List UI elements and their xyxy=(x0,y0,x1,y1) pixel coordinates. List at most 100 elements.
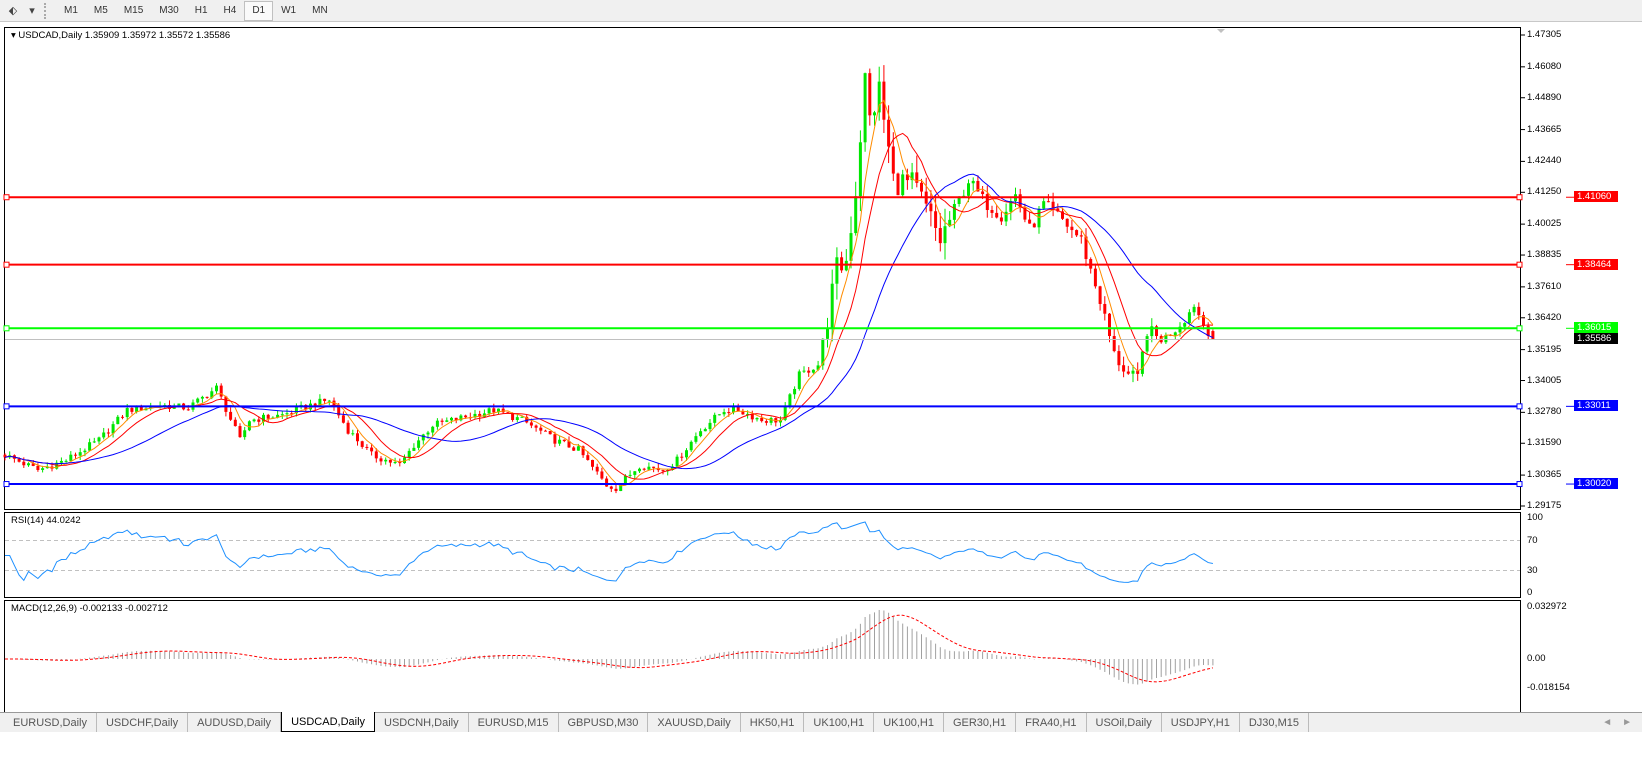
chart-tab[interactable]: UK100,H1 xyxy=(804,713,875,732)
level-price-tag[interactable]: 1.41060 xyxy=(1574,191,1618,203)
timeframe-m15-button[interactable]: M15 xyxy=(123,5,144,16)
level-handle-left xyxy=(3,481,10,488)
rsi-axis-label: 0 xyxy=(1527,587,1533,598)
bull-candle xyxy=(64,460,68,462)
price-axis-label: 1.35195 xyxy=(1527,343,1562,355)
scroll-right-icon[interactable]: ► xyxy=(1622,717,1632,728)
collapse-arrow-icon[interactable]: ▾ xyxy=(11,30,19,41)
chart-tab[interactable]: GBPUSD,M30 xyxy=(559,713,649,732)
level-price-tag[interactable]: 1.30020 xyxy=(1574,478,1618,490)
timeframe-m1-button[interactable]: M1 xyxy=(64,5,78,16)
chart-tab[interactable]: USDCAD,Daily xyxy=(281,712,376,732)
bear-candle xyxy=(1056,208,1060,212)
rsi-axis-label: 70 xyxy=(1527,534,1538,546)
bull-candle xyxy=(1164,334,1168,343)
bull-candle xyxy=(1037,208,1041,228)
chart-tab[interactable]: XAUUSD,Daily xyxy=(648,713,741,732)
level-price-tag[interactable]: 1.33011 xyxy=(1574,400,1618,412)
toolbar-grip[interactable] xyxy=(44,2,50,19)
bear-candle xyxy=(365,446,369,448)
bull-candle xyxy=(83,450,87,453)
bear-candle xyxy=(1197,306,1201,316)
bear-candle xyxy=(915,172,919,183)
timeframe-m5-button[interactable]: M5 xyxy=(93,5,108,16)
timeframe-w1-button[interactable]: W1 xyxy=(281,5,297,16)
bull-candle xyxy=(327,400,331,402)
bull-candle xyxy=(821,338,825,366)
bull-candle xyxy=(78,452,82,456)
timeframe-h1-button[interactable]: H1 xyxy=(194,5,208,16)
timeframe-d1-button[interactable]: D1 xyxy=(244,0,274,21)
ma-mid-line xyxy=(4,132,1213,480)
ma-fast-line xyxy=(4,99,1214,487)
level-handle-right xyxy=(1516,261,1523,268)
chart-tab[interactable]: DJ30,M15 xyxy=(1240,713,1309,732)
bear-candle xyxy=(572,447,576,451)
bull-candle xyxy=(826,328,829,339)
bull-candle xyxy=(459,415,463,421)
line-tools-icon[interactable]: ⬖ xyxy=(8,5,18,17)
bull-candle xyxy=(69,454,73,461)
dropdown-arrow-icon[interactable]: ▾ xyxy=(29,5,35,17)
bear-candle xyxy=(1136,370,1140,374)
timeframe-mn-button[interactable]: MN xyxy=(312,5,328,16)
chart-tab[interactable]: EURUSD,M15 xyxy=(469,713,559,732)
chart-tab[interactable]: EURUSD,Daily xyxy=(4,713,97,732)
rsi-panel[interactable]: RSI(14) 44.0242 xyxy=(4,512,1521,598)
bear-candle xyxy=(219,385,223,397)
bear-candle xyxy=(581,446,585,456)
timeframe-h4-button[interactable]: H4 xyxy=(223,5,237,16)
bear-candle xyxy=(1061,211,1064,219)
timeframe-m30-button[interactable]: M30 xyxy=(159,5,179,16)
bull-candle xyxy=(1192,306,1196,313)
level-handle-right xyxy=(1516,194,1523,201)
bear-candle xyxy=(600,471,604,479)
bear-candle xyxy=(1023,207,1027,220)
chart-tab[interactable]: USDCHF,Daily xyxy=(97,713,189,732)
bull-candle xyxy=(638,468,641,472)
bear-candle xyxy=(313,403,317,407)
bear-candle xyxy=(1028,219,1032,224)
macd-signal-line xyxy=(4,614,1214,683)
chart-tab[interactable]: USOil,Daily xyxy=(1087,713,1162,732)
bull-candle xyxy=(426,432,430,435)
chart-tab[interactable]: FRA40,H1 xyxy=(1016,713,1087,732)
bear-candle xyxy=(1051,201,1055,209)
bear-candle xyxy=(238,426,242,438)
macd-panel[interactable]: MACD(12,26,9) -0.002133 -0.002712 xyxy=(4,600,1521,713)
level-price-tag[interactable]: 1.38464 xyxy=(1574,258,1618,270)
bear-candle xyxy=(229,411,233,420)
chart-tab[interactable]: AUDUSD,Daily xyxy=(188,713,282,732)
bull-candle xyxy=(27,463,30,466)
bear-candle xyxy=(562,439,566,442)
chart-tab[interactable]: UK100,H1 xyxy=(874,713,944,732)
bull-candle xyxy=(431,426,435,433)
bear-candle xyxy=(938,228,942,244)
bear-candle xyxy=(398,462,402,464)
bull-candle xyxy=(576,446,580,451)
level-price-tag[interactable]: 1.36015 xyxy=(1574,322,1618,334)
price-chart-panel[interactable]: ▾ USDCAD,Daily 1.35909 1.35972 1.35572 1… xyxy=(4,27,1521,510)
macd-axis-label: -0.018154 xyxy=(1527,681,1570,693)
bull-candle xyxy=(623,475,627,485)
bear-candle xyxy=(454,417,458,421)
bull-candle xyxy=(59,460,63,463)
bear-candle xyxy=(896,173,900,196)
chart-tab[interactable]: GER30,H1 xyxy=(944,713,1017,732)
chart-tab[interactable]: USDJPY,H1 xyxy=(1162,713,1240,732)
chart-tab[interactable]: HK50,H1 xyxy=(741,713,805,732)
price-axis-label: 1.31590 xyxy=(1527,437,1562,449)
bear-candle xyxy=(374,451,378,459)
bull-candle xyxy=(793,388,797,395)
chart-tab[interactable]: USDCNH,Daily xyxy=(375,713,469,732)
bear-candle xyxy=(3,454,7,458)
bear-candle xyxy=(440,420,444,422)
bull-candle xyxy=(811,369,815,373)
level-handle-left xyxy=(3,325,10,332)
scroll-left-icon[interactable]: ◄ xyxy=(1602,717,1613,728)
bear-candle xyxy=(464,415,468,418)
bull-candle xyxy=(252,419,256,422)
bear-candle xyxy=(760,417,764,422)
tab-scroll: ◄ ► xyxy=(1602,713,1642,732)
bear-candle xyxy=(595,466,599,472)
